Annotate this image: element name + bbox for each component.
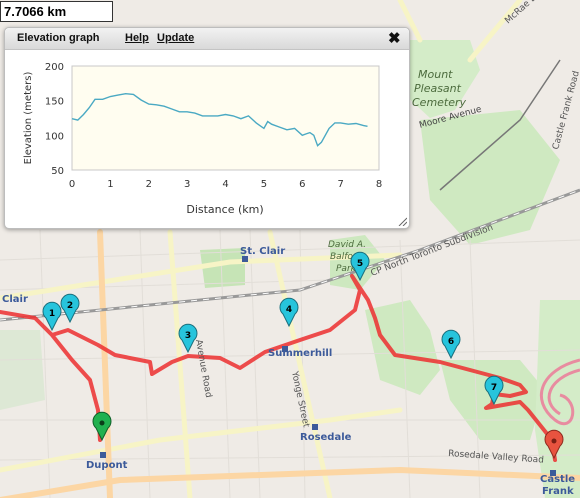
highway-ramp [547,368,580,416]
update-link[interactable]: Update [157,32,195,44]
st-clair-station-label: St. Clair [240,246,285,257]
chart-x-tick-label: 0 [69,179,75,190]
marker-1-label: 1 [49,309,55,319]
marker-2-label: 2 [67,301,73,311]
railway [439,59,561,191]
chart-x-tick-label: 2 [146,179,152,190]
st-clair-road [0,252,403,301]
waypoint-marker-2[interactable]: 2 [60,293,80,324]
balfour-park-label-2: Balfour [330,252,364,262]
arterial-road [97,229,113,498]
rosedale-label: Rosedale [300,432,352,443]
end-marker[interactable] [544,429,564,460]
castle-frank-label-1: Castle [540,474,575,485]
elevation-series-line [71,92,368,147]
park-area [365,300,440,395]
dupont-label: Dupont [86,460,128,471]
waypoint-marker-3[interactable]: 3 [178,323,198,354]
highway-ramp [539,358,580,425]
station-icon [312,424,318,430]
chart-y-tick-label: 200 [45,62,64,73]
park-area [200,248,245,288]
balfour-park-label-3: Park [336,264,357,274]
chart-x-tick-label: 8 [376,179,382,190]
resize-handle-icon[interactable] [397,216,407,226]
help-link[interactable]: Help [125,32,149,44]
park-area [0,330,45,410]
balfour-park-label-1: David A. [328,240,366,250]
waypoint-marker-1[interactable]: 1 [42,301,62,332]
elevation-panel-header[interactable]: Elevation graph Help Update ✖ [5,28,409,50]
waypoint-marker-6[interactable]: 6 [441,329,461,360]
chart-x-tick-label: 3 [184,179,190,190]
route-distance-readout: 7.7066 km [0,1,113,22]
elevation-panel[interactable]: Elevation graph Help Update ✖ 50 100 150 20… [4,27,410,229]
chart-x-tick-label: 6 [299,179,305,190]
chart-x-tick-label: 7 [337,179,343,190]
marker-3-label: 3 [185,331,191,341]
road [467,0,523,63]
chart-y-tick-label: 100 [45,131,64,142]
park-area [395,40,480,118]
dupont-road [0,407,403,473]
marker-4-label: 4 [286,305,292,315]
marker-6-label: 6 [448,337,454,347]
mount-pleasant-label-1: Mount [418,68,453,81]
elevation-panel-title: Elevation graph [17,32,100,44]
waypoint-marker-4[interactable]: 4 [279,297,299,328]
chart-y-tick-label: 150 [45,97,64,108]
station-icon [550,470,556,476]
station-icon [282,346,288,352]
waypoint-marker-5[interactable]: 5 [350,251,370,282]
station-icon [242,256,248,262]
summerhill-label: Summerhill [268,348,332,359]
waypoint-marker-7[interactable]: 7 [484,375,504,406]
start-marker[interactable] [92,411,112,442]
major-road [167,229,193,498]
yonge-street-road [267,229,333,498]
chart-plot-area [71,65,380,171]
close-icon[interactable]: ✖ [388,30,401,47]
marker-7-label: 7 [491,383,497,393]
station-icon [100,452,106,458]
chart-y-axis-label: Elevation (meters) [23,72,34,165]
castle-frank-label-2: Frank [542,486,574,497]
mount-pleasant-label-3: Cemetery [412,96,467,109]
arterial-road [0,466,580,498]
chart-x-tick-label: 1 [107,179,113,190]
marker-5-label: 5 [357,259,363,269]
park-area [535,300,580,498]
chart-x-axis-label: Distance (km) [186,203,263,216]
chart-x-tick-label: 4 [222,179,228,190]
elevation-chart: 50 100 150 200 0 1 2 3 4 5 6 7 8 Distance (km) Elev… [23,62,382,216]
chart-x-tick-label: 5 [261,179,267,190]
chart-y-tick-label: 50 [51,166,64,177]
road [397,0,423,43]
clair-left-label: Clair [2,294,28,305]
mount-pleasant-label-2: Pleasant [414,82,462,95]
